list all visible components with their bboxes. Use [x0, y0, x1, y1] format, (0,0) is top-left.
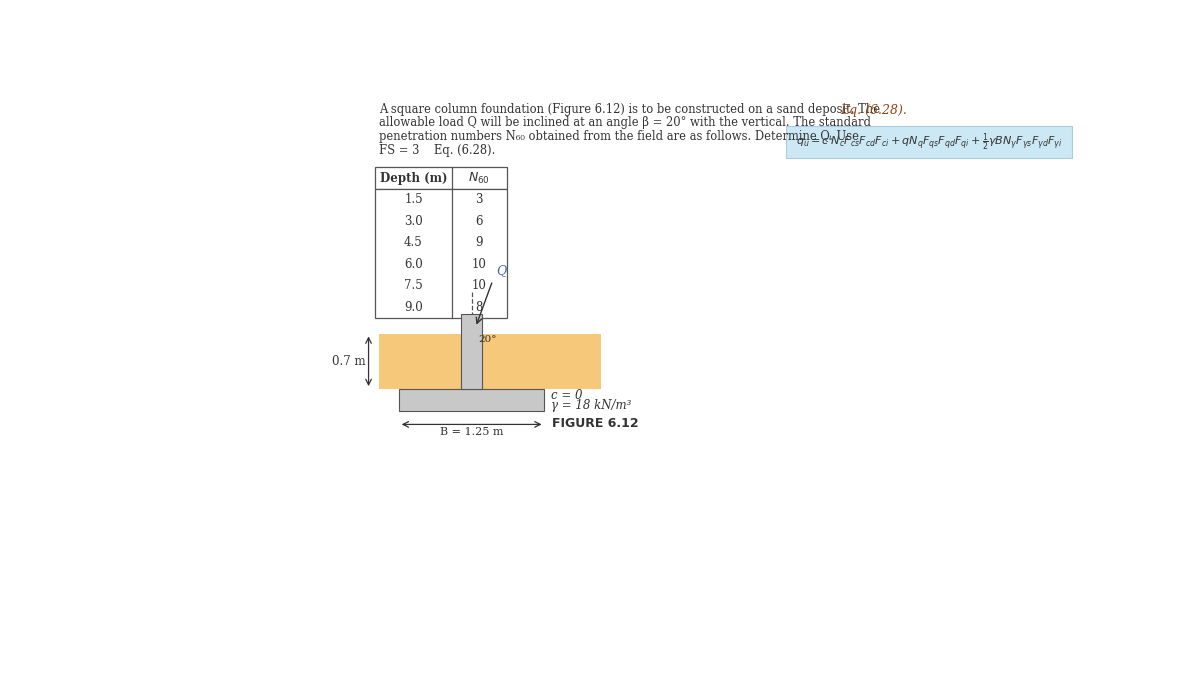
Text: 7.5: 7.5 [404, 279, 422, 292]
Text: Depth (m): Depth (m) [379, 171, 448, 184]
Bar [786, 126, 1073, 158]
Text: 3.0: 3.0 [404, 215, 422, 227]
Text: allowable load Q will be inclined at an angle β = 20° with the vertical. The sta: allowable load Q will be inclined at an … [379, 116, 871, 130]
Text: 1.5: 1.5 [404, 193, 422, 206]
Text: Q: Q [496, 265, 506, 277]
Text: 4.5: 4.5 [404, 236, 422, 249]
Bar [374, 167, 506, 189]
Text: FIGURE 6.12: FIGURE 6.12 [552, 416, 638, 430]
Text: 9.0: 9.0 [404, 301, 422, 314]
Text: 3: 3 [475, 193, 484, 206]
Text: 10: 10 [472, 279, 487, 292]
Text: $N_{60}$: $N_{60}$ [468, 171, 491, 186]
Text: 20°: 20° [478, 335, 497, 344]
Text: 6.0: 6.0 [404, 258, 422, 271]
Bar [374, 189, 506, 318]
Text: penetration numbers N₆₀ obtained from the field are as follows. Determine Q. Use: penetration numbers N₆₀ obtained from th… [379, 130, 859, 143]
Text: 8: 8 [475, 301, 484, 314]
Text: 0.7 m: 0.7 m [332, 355, 366, 368]
Text: γ = 18 kN/m³: γ = 18 kN/m³ [551, 400, 631, 412]
Text: c = 0: c = 0 [551, 389, 582, 402]
Bar [461, 314, 482, 389]
Text: FS = 3    Eq. (6.28).: FS = 3 Eq. (6.28). [379, 144, 496, 157]
Text: Eq. (6.28).: Eq. (6.28). [840, 104, 907, 117]
Text: 6: 6 [475, 215, 484, 227]
Bar [379, 333, 601, 389]
Text: 9: 9 [475, 236, 484, 249]
Text: $q_u = c'N_cF_{cs}F_{cd}F_{ci} + qN_qF_{qs}F_{qd}F_{qi} + \frac{1}{2}\gamma BN_\: $q_u = c'N_cF_{cs}F_{cd}F_{ci} + qN_qF_{… [796, 131, 1062, 153]
Bar [398, 389, 545, 410]
Text: A square column foundation (Figure 6.12) is to be constructed on a sand deposit.: A square column foundation (Figure 6.12)… [379, 103, 880, 115]
Text: B = 1.25 m: B = 1.25 m [440, 427, 503, 437]
Text: 10: 10 [472, 258, 487, 271]
